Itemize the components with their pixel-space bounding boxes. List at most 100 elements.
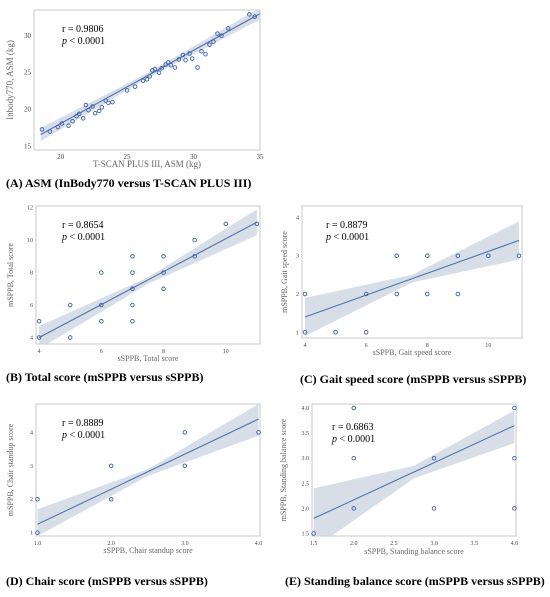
regression-line: [38, 221, 258, 338]
x-axis-label: sSPPB, Standing balance score: [364, 547, 464, 556]
y-tick-label: 3: [296, 254, 299, 260]
y-tick-label: 30: [24, 32, 32, 40]
y-tick-label: 2.0: [302, 506, 310, 512]
correlation-label: r = 0.9806: [62, 24, 103, 35]
p-symbol: p: [61, 430, 67, 441]
data-point: [431, 506, 437, 511]
data-point: [108, 496, 114, 502]
data-point: [99, 319, 104, 324]
data-point: [163, 62, 168, 67]
x-tick-label: 8: [426, 343, 429, 349]
data-point: [182, 463, 188, 469]
data-point: [455, 253, 461, 258]
data-point: [92, 110, 98, 116]
data-point: [96, 108, 102, 114]
data-point: [351, 455, 357, 461]
p-value-text: < 0.0001: [67, 430, 105, 441]
data-point: [252, 14, 257, 19]
data-point: [47, 129, 53, 134]
p-value-label: p < 0.0001: [331, 434, 375, 445]
data-point: [187, 51, 192, 56]
chart-panel-d: 1.0 2.0 3.0 4.0 1 2 3 4 sSPPB, Chair standup sco…: [4, 398, 266, 570]
y-tick-label: 3: [30, 464, 33, 470]
data-point: [512, 506, 517, 511]
data-point: [108, 463, 114, 469]
p-symbol: p: [331, 434, 337, 445]
regression-line: [304, 239, 520, 318]
p-value-text: < 0.0001: [67, 232, 105, 243]
p-value-text: < 0.0001: [67, 36, 105, 47]
data-point: [486, 253, 491, 258]
y-tick-label: 20: [24, 105, 32, 113]
data-point: [512, 455, 517, 461]
data-point: [35, 496, 40, 502]
regression-line: [313, 425, 515, 519]
data-point: [161, 286, 166, 292]
data-point: [130, 270, 135, 275]
data-point: [161, 254, 166, 259]
data-point: [302, 330, 308, 335]
y-tick-label: 1.5: [302, 531, 310, 537]
confidence-band: [313, 410, 515, 536]
p-value-text: < 0.0001: [331, 232, 369, 243]
x-tick-label: 6: [365, 343, 368, 349]
confidence-band: [39, 209, 257, 344]
data-point: [83, 102, 89, 108]
data-point: [99, 105, 105, 110]
y-tick-label: 15: [24, 142, 32, 150]
data-point: [333, 330, 338, 335]
data-point: [219, 33, 224, 39]
data-point: [256, 430, 261, 435]
y-axis-label: mSPPB, Standing balance score: [279, 418, 288, 521]
data-point: [363, 291, 369, 297]
chart-panel-b: 4 6 8 10 4 6 8 10 12 sSPPB, Total score mSPPB, Tot…: [4, 200, 266, 368]
data-point: [67, 302, 73, 308]
data-point: [86, 107, 91, 113]
y-axis-label: mSPPB, Total score: [6, 243, 15, 307]
data-point: [311, 531, 316, 536]
y-tick-label: 3.5: [302, 431, 310, 437]
x-tick-label: 2.0: [107, 541, 115, 547]
data-point: [168, 63, 174, 68]
y-axis-label: mSPPB, Gait speed score: [280, 231, 289, 313]
data-point: [254, 221, 260, 227]
p-symbol: p: [325, 232, 331, 243]
data-point: [144, 77, 150, 82]
y-tick-label: 2: [30, 497, 33, 503]
data-point: [140, 78, 146, 83]
x-tick-label: 6: [100, 349, 103, 355]
caption-d: (D) Chair score (mSPPB versus sSPPB): [6, 574, 208, 588]
x-tick-label: 2.0: [350, 541, 358, 547]
y-tick-label: 3.0: [302, 456, 310, 462]
data-point: [192, 237, 197, 243]
data-point: [192, 254, 197, 259]
p-value-label: p < 0.0001: [61, 232, 105, 243]
data-point: [211, 39, 216, 44]
data-point: [130, 254, 135, 259]
x-axis-label: sSPPB, Gait speed score: [373, 348, 452, 357]
data-point: [124, 88, 130, 93]
data-point: [159, 65, 164, 71]
x-tick-label: 3.5: [470, 541, 478, 547]
p-value-label: p < 0.0001: [325, 232, 369, 243]
caption-b: (B) Total score (mSPPB versus sSPPB): [6, 370, 204, 384]
y-tick-label: 6: [30, 303, 33, 309]
p-symbol: p: [61, 232, 67, 243]
data-point: [130, 319, 135, 324]
data-point: [223, 221, 229, 227]
data-point: [351, 405, 357, 411]
x-tick-label: 20: [57, 153, 65, 161]
y-tick-label: 4: [296, 215, 299, 221]
data-point: [55, 124, 61, 130]
data-point: [99, 270, 104, 275]
data-point: [394, 291, 399, 297]
y-tick-label: 4: [30, 430, 33, 436]
data-point: [110, 99, 115, 105]
data-point: [180, 52, 186, 58]
y-tick-label: 2.5: [302, 481, 310, 487]
x-tick-label: 4: [304, 343, 307, 349]
x-tick-label: 4: [38, 349, 41, 355]
y-tick-label: 1: [30, 531, 33, 537]
p-value-label: p < 0.0001: [61, 36, 105, 47]
